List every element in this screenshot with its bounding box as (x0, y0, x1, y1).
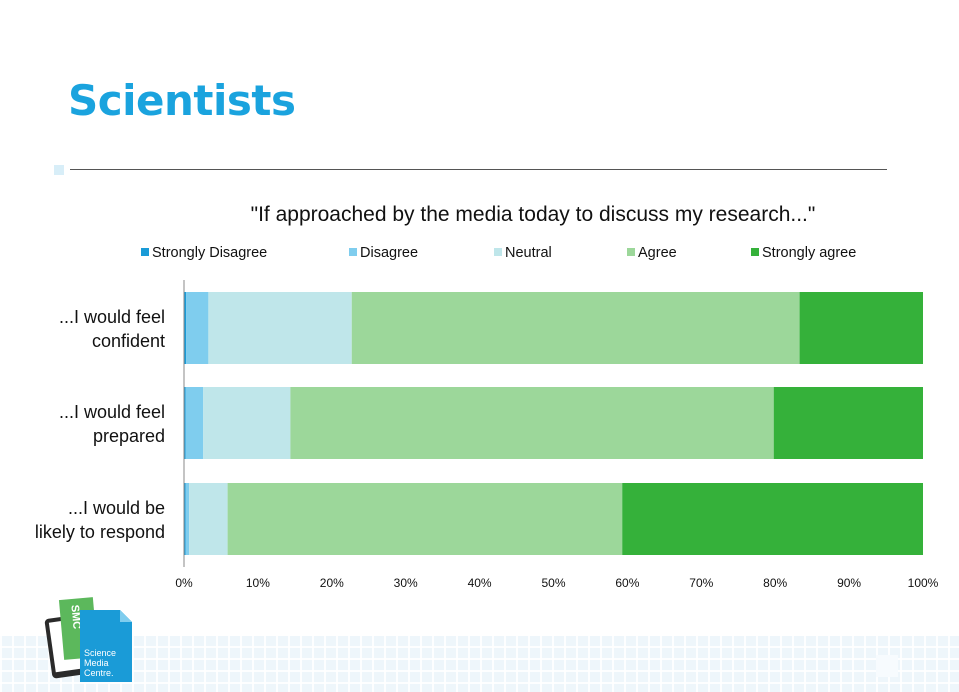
logo-badge-text: SMC (68, 604, 82, 629)
legend-swatch-3 (627, 248, 635, 256)
x-tick-label-2: 20% (320, 576, 344, 590)
x-tick-label-4: 40% (468, 576, 492, 590)
legend-label-3: Agree (638, 245, 677, 261)
x-tick-label-9: 90% (837, 576, 861, 590)
legend-label-2: Neutral (505, 245, 552, 261)
category-labels: ...I would feel confident ...I would feel p… (35, 307, 165, 542)
chart-legend: Strongly Disagree Disagree Neutral Agree Str… (141, 245, 856, 261)
bar-segment-1-4 (773, 387, 923, 459)
footer-square (876, 655, 898, 677)
stacked-bar-chart: "If approached by the media today to dis… (35, 203, 939, 590)
bar-segment-1-1 (185, 387, 204, 459)
bar-segment-2-2 (189, 483, 228, 555)
category-label-1-1: prepared (93, 426, 165, 446)
x-tick-label-3: 30% (394, 576, 418, 590)
category-label-2-0: ...I would be (68, 498, 165, 518)
title-rule (70, 169, 887, 170)
x-tick-label-0: 0% (175, 576, 193, 590)
chart-bars (184, 292, 923, 555)
bar-segment-0-4 (799, 292, 923, 364)
bar-segment-1-0 (184, 387, 186, 459)
x-tick-label-7: 70% (689, 576, 713, 590)
x-tick-label-6: 60% (615, 576, 639, 590)
x-tick-label-10: 100% (908, 576, 939, 590)
x-axis: 0% 10% 20% 30% 40% 50% 60% 70% 80% 90% 100% (175, 280, 939, 590)
legend-label-0: Strongly Disagree (152, 245, 267, 261)
science-media-centre-logo: SMC NZ Science Media Centre. (44, 597, 132, 682)
x-tick-label-5: 50% (541, 576, 565, 590)
logo-line-1: Science (84, 648, 116, 658)
bar-segment-0-3 (351, 292, 800, 364)
bar-segment-2-4 (622, 483, 923, 555)
legend-label-4: Strongly agree (762, 245, 856, 261)
x-tick-label-1: 10% (246, 576, 270, 590)
category-label-2-1: likely to respond (35, 522, 165, 542)
bar-segment-2-0 (184, 483, 186, 555)
category-label-0-0: ...I would feel (59, 307, 165, 327)
legend-swatch-1 (349, 248, 357, 256)
category-label-1-0: ...I would feel (59, 402, 165, 422)
title-rule-marker (54, 165, 64, 175)
logo-line-3: Centre. (84, 668, 114, 678)
legend-swatch-2 (494, 248, 502, 256)
bar-segment-0-1 (186, 292, 209, 364)
legend-swatch-0 (141, 248, 149, 256)
bar-segment-0-0 (184, 292, 187, 364)
logo-line-2: Media (84, 658, 109, 668)
legend-swatch-4 (751, 248, 759, 256)
bar-segment-0-2 (208, 292, 352, 364)
bar-segment-1-3 (290, 387, 774, 459)
footer-pattern (0, 636, 959, 692)
chart-title: "If approached by the media today to dis… (251, 203, 816, 226)
bar-segment-1-2 (203, 387, 291, 459)
bar-segment-2-1 (185, 483, 190, 555)
category-label-0-1: confident (92, 331, 165, 351)
slide-title: Scientists (68, 76, 296, 125)
x-tick-label-8: 80% (763, 576, 787, 590)
bar-segment-2-3 (227, 483, 623, 555)
legend-label-1: Disagree (360, 245, 418, 261)
